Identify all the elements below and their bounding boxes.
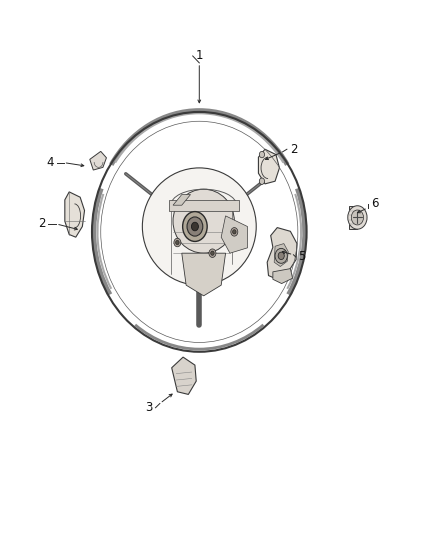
Circle shape	[187, 217, 203, 236]
Circle shape	[174, 238, 181, 247]
Circle shape	[176, 240, 179, 245]
Polygon shape	[274, 244, 288, 266]
Text: 3: 3	[145, 401, 152, 414]
Text: 4: 4	[46, 156, 54, 169]
Circle shape	[231, 228, 238, 236]
Polygon shape	[182, 253, 226, 296]
Circle shape	[191, 222, 198, 231]
Polygon shape	[65, 192, 85, 237]
Text: 2: 2	[38, 217, 46, 230]
Text: 5: 5	[299, 251, 306, 263]
Polygon shape	[172, 357, 196, 394]
Circle shape	[348, 206, 367, 229]
Text: 2: 2	[290, 143, 297, 156]
Ellipse shape	[173, 189, 234, 253]
Polygon shape	[221, 216, 247, 253]
Polygon shape	[90, 151, 106, 170]
Polygon shape	[349, 206, 357, 229]
Polygon shape	[258, 149, 279, 184]
Circle shape	[183, 212, 207, 241]
Circle shape	[233, 230, 236, 234]
Circle shape	[211, 251, 214, 255]
Polygon shape	[267, 228, 297, 279]
Polygon shape	[273, 269, 293, 284]
Text: 1: 1	[195, 50, 203, 62]
Circle shape	[209, 249, 216, 257]
Circle shape	[351, 210, 364, 225]
Polygon shape	[169, 200, 239, 211]
Circle shape	[275, 248, 287, 263]
Circle shape	[259, 178, 265, 184]
Circle shape	[278, 252, 284, 260]
Ellipse shape	[142, 168, 256, 285]
Text: 6: 6	[371, 197, 378, 210]
Circle shape	[259, 151, 265, 158]
Polygon shape	[173, 195, 191, 205]
